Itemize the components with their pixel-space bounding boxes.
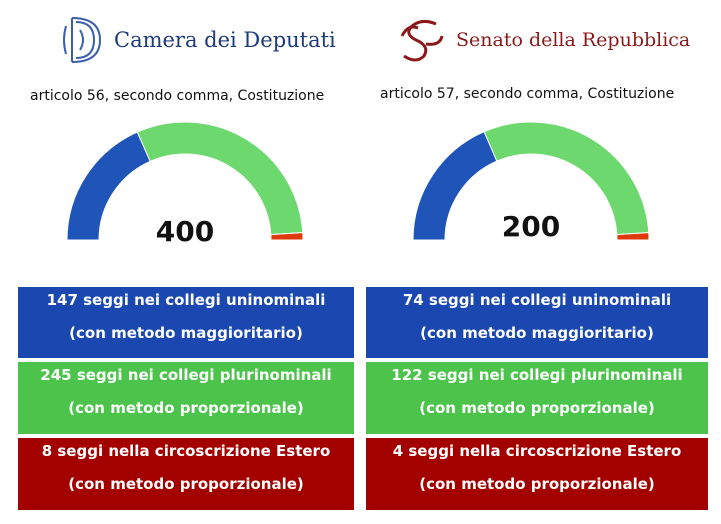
camera-emblem-icon <box>63 17 102 63</box>
camera-plurinominali-seats: 245 seggi nei collegi plurinominali <box>40 366 332 384</box>
camera-uninominali-cell: 147 seggi nei collegi uninominali (con m… <box>18 287 354 358</box>
gauge-segment-uninominali <box>66 131 151 241</box>
gauge-segment-estero <box>270 232 304 241</box>
camera-logo: Camera dei Deputati <box>60 12 336 68</box>
gauge-segment-uninominali <box>412 131 498 241</box>
camera-plurinominali-cell: 245 seggi nei collegi plurinominali (con… <box>18 362 354 434</box>
camera-uninominali-seats: 147 seggi nei collegi uninominali <box>46 291 326 309</box>
senato-logo-text: Senato della Repubblica <box>456 29 691 51</box>
camera-plurinominali-method: (con metodo proporzionale) <box>68 399 304 417</box>
senato-plurinominali-method: (con metodo proporzionale) <box>419 399 655 417</box>
senato-article: articolo 57, secondo comma, Costituzione <box>380 86 675 102</box>
senato-uninominali-seats: 74 seggi nei collegi uninominali <box>402 291 672 309</box>
senato-total: 200 <box>502 210 560 243</box>
senato-uninominali-cell: 74 seggi nei collegi uninominali (con me… <box>366 287 708 358</box>
camera-article: articolo 56, secondo comma, Costituzione <box>30 88 325 104</box>
senato-uninominali-method: (con metodo maggioritario) <box>420 324 654 342</box>
senato-estero-method: (con metodo proporzionale) <box>419 475 655 493</box>
senato-plurinominali-cell: 122 seggi nei collegi plurinominali (con… <box>366 362 708 434</box>
camera-estero-seats: 8 seggi nella circoscrizione Estero <box>41 442 331 460</box>
camera-uninominali-method: (con metodo maggioritario) <box>69 324 303 342</box>
camera-estero-cell: 8 seggi nella circoscrizione Estero (con… <box>18 438 354 510</box>
camera-logo-text: Camera dei Deputati <box>114 28 336 52</box>
senato-emblem-icon <box>400 19 444 62</box>
senato-plurinominali-seats: 122 seggi nei collegi plurinominali <box>391 366 683 384</box>
gauge-segment-estero <box>616 232 650 241</box>
camera-estero-method: (con metodo proporzionale) <box>68 475 304 493</box>
senato-gauge: 200 <box>412 121 650 243</box>
camera-total: 400 <box>156 215 214 248</box>
senato-estero-seats: 4 seggi nella circoscrizione Estero <box>392 442 682 460</box>
camera-gauge: 400 <box>66 121 304 248</box>
senato-logo: Senato della Repubblica <box>396 16 690 64</box>
senato-estero-cell: 4 seggi nella circoscrizione Estero (con… <box>366 438 708 510</box>
